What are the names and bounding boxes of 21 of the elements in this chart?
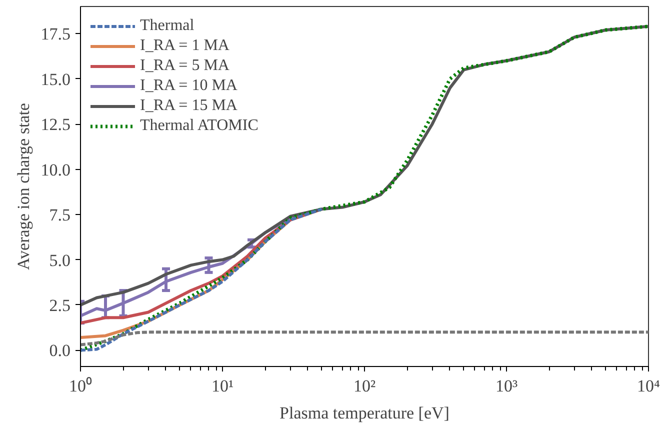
legend-label: I_RA = 1 MA: [140, 37, 230, 55]
x-tick-label: 10⁰: [69, 376, 92, 396]
y-axis-title: Average ion charge state: [14, 103, 33, 270]
x-axis-title: Plasma temperature [eV]: [280, 404, 450, 422]
y-tick-label: 5.0: [49, 250, 70, 270]
y-tick-label: 10.0: [40, 160, 70, 180]
legend-label: Thermal: [140, 17, 194, 35]
y-tick-label: 12.5: [40, 115, 70, 134]
y-tick-label: 17.5: [40, 24, 70, 44]
x-tick-label: 10³: [495, 376, 518, 396]
x-tick-label: 10¹: [211, 376, 234, 396]
y-tick-label: 0.0: [49, 341, 70, 360]
legend-label: I_RA = 10 MA: [140, 77, 238, 95]
legend-label: I_RA = 5 MA: [140, 57, 230, 75]
legend-label: Thermal ATOMIC: [140, 117, 258, 135]
legend-label: I_RA = 15 MA: [140, 97, 238, 115]
x-tick-label: 10⁴: [637, 376, 660, 396]
y-tick-label: 2.5: [49, 296, 70, 315]
y-tick-label: 7.5: [49, 206, 70, 225]
y-tick-label: 15.0: [40, 70, 70, 89]
x-tick-label: 10²: [353, 376, 376, 396]
